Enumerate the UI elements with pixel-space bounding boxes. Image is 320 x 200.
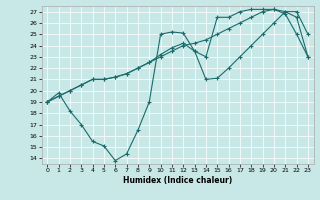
X-axis label: Humidex (Indice chaleur): Humidex (Indice chaleur) xyxy=(123,176,232,185)
